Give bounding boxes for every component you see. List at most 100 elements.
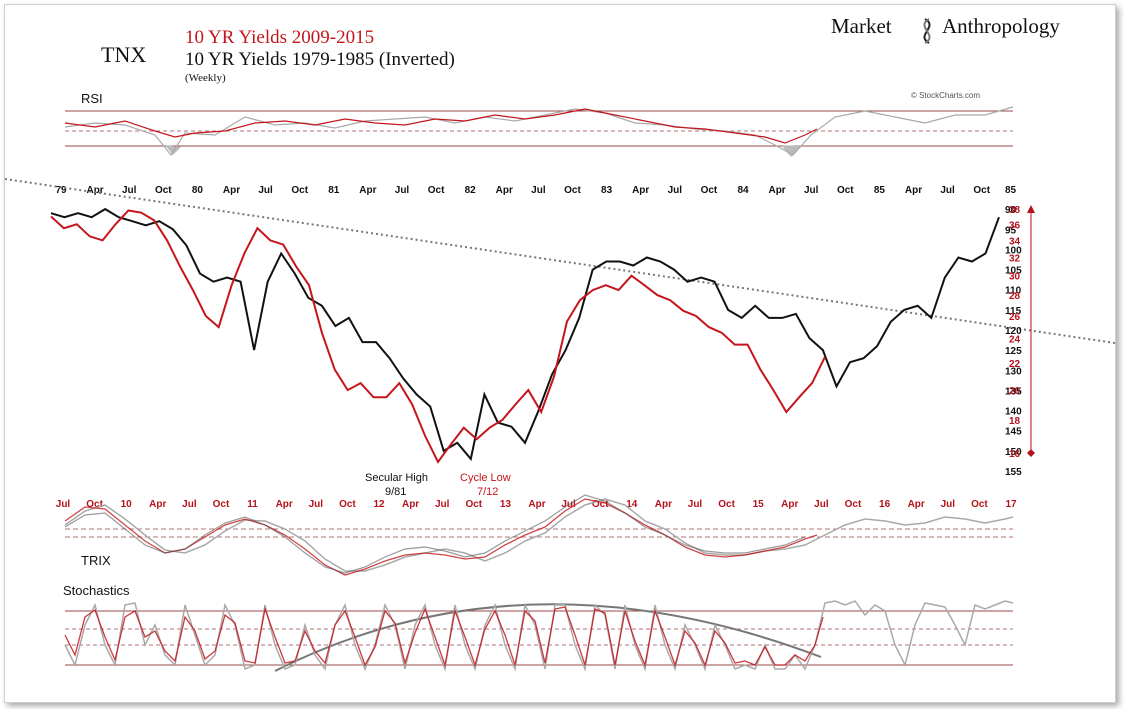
right-axis-tick-label: 135 [1005,386,1022,397]
top-axis-tick-label: 85 [874,185,886,196]
top-axis-tick-label: Apr [768,185,785,196]
top-axis-tick-label: Apr [632,185,649,196]
dna-logo-icon [923,18,931,44]
bottom-axis-tick-label: Jul [56,499,71,510]
top-axis-tick-label: Oct [837,185,854,196]
series-1979-1985-inverted [50,207,1000,462]
red-axis-tick-label: 30 [1009,272,1021,283]
right-axis-tick-label: 125 [1005,346,1022,357]
top-axis-tick-label: Jul [258,185,273,196]
right-inverted-axis: 8590951001051101151201251301351401451501… [1005,185,1022,478]
top-axis-tick-label: Oct [701,185,718,196]
rsi-panel: RSI © StockCharts.com [64,91,1014,157]
top-axis: 79 Apr Jul Oct 80 Apr Jul Oct 81 Apr Jul Oct 82 Apr Ju… [55,185,990,196]
top-axis-tick-label: 82 [465,185,477,196]
bottom-axis-tick-label: 14 [626,499,638,510]
top-axis-tick-label: Jul [122,185,137,196]
top-axis-tick-label: Jul [940,185,955,196]
bottom-axis: Jul Oct 10 Apr Jul Oct 11 Apr Jul Oct 12 Apr Jul Oct 1… [56,499,1017,510]
trix-grey-line [64,498,1014,572]
bottom-axis-tick-label: Apr [781,499,798,510]
top-axis-tick-label: Apr [86,185,103,196]
secular-high-date: 9/81 [385,486,406,498]
bottom-axis-tick-label: Oct [339,499,356,510]
top-axis-tick-label: Apr [496,185,513,196]
red-axis-tick-label: 32 [1009,254,1021,265]
red-yield-axis: 38 36 34 32 30 28 26 24 22 20 18 16 [1009,205,1021,460]
red-axis-tick-label: 28 [1009,291,1021,302]
right-axis-tick-label: 155 [1005,467,1022,478]
bottom-axis-tick-label: 17 [1005,499,1017,510]
cycle-low-date: 7/12 [477,486,498,498]
stochastics-arc [274,603,822,672]
red-axis-diamond [1027,449,1035,457]
rsi-label: RSI [81,91,103,106]
dotted-trendline [5,178,1115,344]
red-axis-tick-label: 18 [1009,416,1021,427]
chart-frame: TNX 10 YR Yields 2009-2015 10 YR Yields … [4,4,1116,703]
bottom-axis-tick-label: Apr [908,499,925,510]
rsi-grey-area-2 [781,145,801,157]
bottom-axis-tick-label: 15 [753,499,765,510]
bottom-axis-tick-label: Apr [402,499,419,510]
right-axis-tick-label: 150 [1005,447,1022,458]
top-axis-tick-label: 84 [737,185,749,196]
bottom-axis-tick-label: Apr [149,499,166,510]
source-credit: © StockCharts.com [911,91,980,100]
bottom-axis-tick-label: 13 [500,499,512,510]
red-axis-tick-label: 36 [1009,220,1021,231]
stoch-grey-line [64,600,1014,672]
top-axis-tick-label: 80 [192,185,204,196]
cycle-low-label: Cycle Low [460,472,511,484]
chart-canvas: TNX 10 YR Yields 2009-2015 10 YR Yields … [5,14,1115,672]
top-axis-tick-label: Oct [973,185,990,196]
series-2009-2015 [50,209,826,464]
bottom-axis-tick-label: 11 [247,499,258,510]
red-axis-tick-label: 20 [1009,386,1021,397]
title-black: 10 YR Yields 1979-1985 (Inverted) [185,49,455,70]
rsi-grey-line [64,106,1014,157]
right-axis-tick-label: 115 [1005,306,1022,317]
stoch-red-line [64,606,824,668]
red-axis-tick-label: 38 [1009,205,1021,216]
top-axis-tick-label: Oct [564,185,581,196]
red-axis-tick-label: 34 [1009,236,1021,247]
right-axis-tick-label: 120 [1005,326,1022,337]
bottom-axis-tick-label: Apr [528,499,545,510]
brand-market: Market [831,14,892,38]
stochastics-label: Stochastics [63,583,130,598]
right-axis-tick-label: 105 [1005,266,1022,277]
bottom-axis-tick-label: Jul [941,499,956,510]
top-axis-tick-label: Apr [223,185,240,196]
red-axis-arrow-up [1027,205,1035,213]
top-axis-tick-label: 83 [601,185,613,196]
bottom-axis-tick-label: 12 [373,499,385,510]
bottom-axis-tick-label: Apr [276,499,293,510]
bottom-axis-tick-label: 10 [121,499,133,510]
top-axis-tick-label: Jul [531,185,546,196]
right-axis-tick-label: 140 [1005,407,1022,418]
right-axis-tick-label: 85 [1005,185,1017,196]
top-axis-tick-label: Oct [428,185,445,196]
bottom-axis-tick-label: Jul [688,499,703,510]
top-axis-tick-label: Apr [905,185,922,196]
top-axis-tick-label: Jul [395,185,410,196]
rsi-grey-area-1 [165,145,181,155]
bottom-axis-tick-label: Jul [309,499,324,510]
right-axis-tick-label: 100 [1005,245,1022,256]
right-axis-tick-label: 130 [1005,366,1022,377]
secular-high-label: Secular High [365,472,428,484]
top-axis-tick-label: Oct [291,185,308,196]
bottom-axis-tick-label: Oct [213,499,230,510]
bottom-axis-tick-label: Jul [814,499,829,510]
top-axis-tick-label: Oct [155,185,172,196]
bottom-axis-tick-label: Oct [86,499,103,510]
red-axis-tick-label: 24 [1009,335,1021,346]
top-axis-tick-label: 79 [55,185,67,196]
bottom-axis-tick-label: 16 [879,499,891,510]
bottom-axis-tick-label: Jul [182,499,197,510]
bottom-axis-tick-label: Apr [655,499,672,510]
rsi-red-line [64,108,818,144]
stochastics-panel: Stochastics [63,583,1014,672]
title-red: 10 YR Yields 2009-2015 [185,27,374,48]
